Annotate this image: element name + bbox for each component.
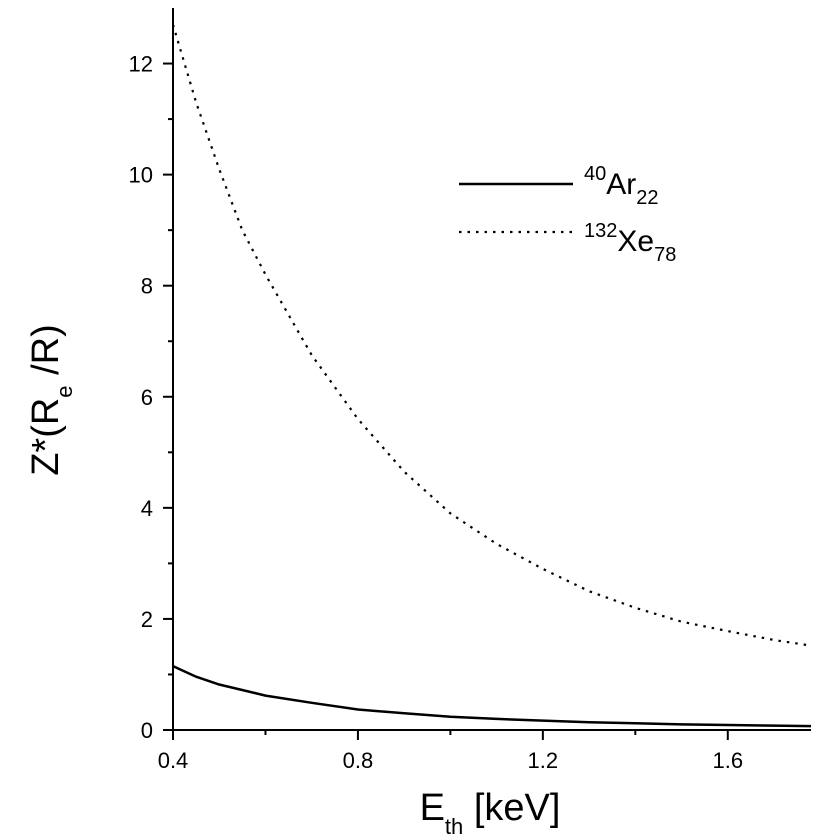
series-line-ar [172,664,812,728]
y-tick-label: 12 [129,52,153,77]
y-axis-title-main: Z*(R [25,398,67,476]
y-axis-title-sub: e [52,385,77,397]
x-tick-label: 0.4 [158,748,189,773]
legend-label-sub: 22 [636,187,658,209]
y-tick-label: 10 [129,163,153,188]
x-tick-label: 1.2 [528,748,559,773]
y-tick-label: 0 [141,718,153,743]
y-tick-label: 4 [141,496,153,521]
legend-label-sup: 132 [584,220,617,242]
x-tick-label: 0.8 [343,748,374,773]
y-axis-title-rest: /R) [25,324,67,385]
x-axis-title: Eth [keV] [420,787,561,838]
legend: 40Ar22 132Xe78 [459,163,676,266]
y-axis-title: Z*(Re /R) [25,324,77,476]
axes: 0 2 4 6 8 10 12 0.4 0.8 1.2 1.6 [129,8,811,773]
y-tick-label: 6 [141,385,153,410]
legend-label-sup: 40 [584,163,606,185]
legend-label-ar: 40Ar22 [584,163,659,209]
legend-label-main: Xe [617,225,654,258]
y-tick-label: 8 [141,274,153,299]
legend-label-sub: 78 [654,244,676,266]
y-tick-label: 2 [141,607,153,632]
legend-label-xe: 132Xe78 [584,220,676,266]
series-layer [171,24,812,728]
legend-label-main: Ar [606,168,636,201]
x-axis-title-main: E [420,787,445,829]
x-tick-label: 1.6 [712,748,743,773]
series-line-xe [171,24,812,647]
x-axis-title-sub: th [445,814,463,838]
x-axis-title-rest: [keV] [463,787,560,829]
